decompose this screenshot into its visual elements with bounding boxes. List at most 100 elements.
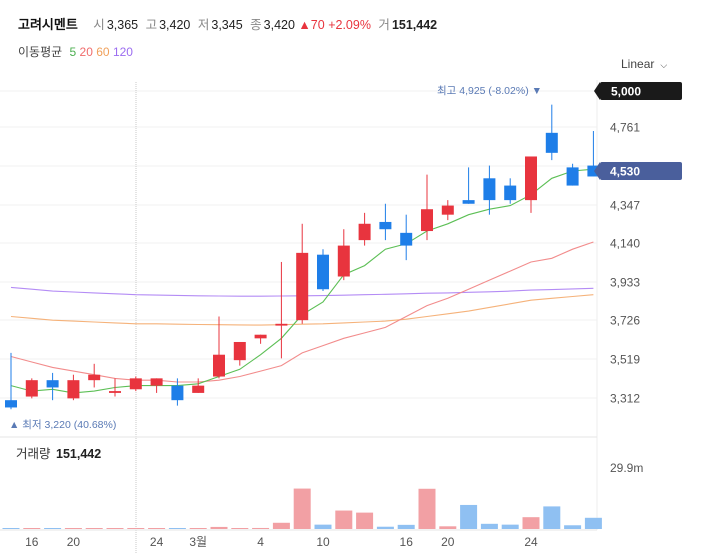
x-tick-label: 3월 — [189, 535, 207, 549]
volume-bar — [23, 528, 41, 529]
candle-body — [254, 334, 267, 339]
volume-bar — [252, 527, 270, 529]
volume-bar — [210, 526, 228, 529]
candle-body — [109, 391, 121, 393]
candle-body — [171, 385, 184, 401]
candle — [483, 165, 496, 215]
candle — [337, 229, 350, 281]
scale-mode-label: Linear — [621, 57, 655, 71]
volume-bar — [148, 528, 166, 529]
ma-legend-120[interactable]: 120 — [112, 45, 133, 59]
candle-body — [150, 378, 163, 386]
candle — [171, 378, 184, 406]
volume-bar — [418, 488, 436, 529]
ma-legend-5[interactable]: 5 — [69, 45, 77, 59]
open-value: 3,365 — [106, 18, 139, 32]
volume-bar — [85, 528, 103, 529]
volume-bar — [564, 525, 582, 529]
x-tick-label: 10 — [316, 535, 330, 549]
ma-legend-title: 이동평균 — [18, 45, 63, 59]
candle — [358, 212, 371, 246]
candle — [400, 214, 413, 261]
candle — [317, 249, 329, 292]
candle-body — [525, 156, 537, 201]
candle-body — [337, 245, 350, 277]
candle-body — [192, 385, 205, 393]
candle — [587, 131, 600, 177]
candle-body — [46, 380, 59, 388]
volume-bar — [168, 528, 186, 529]
candle — [88, 363, 101, 388]
high-annotation: 최고 4,925 (-8.02%) ▼ — [437, 85, 542, 97]
x-tick-label: 16 — [25, 535, 39, 549]
ma-legend-20[interactable]: 20 — [79, 45, 93, 59]
candle-body — [129, 378, 142, 390]
volume-panel-value: 151,442 — [56, 447, 101, 461]
candle — [296, 223, 309, 324]
price-tick-label: 3,726 — [610, 314, 640, 328]
candle-body — [566, 167, 579, 186]
volume-bar — [584, 517, 602, 529]
candle-body — [358, 223, 371, 241]
candle-body — [275, 323, 288, 326]
price-tick-label: 3,933 — [610, 276, 640, 290]
current-price-label: 4,530 — [610, 165, 640, 179]
change-percent: +2.09% — [328, 18, 371, 32]
volume-bar — [397, 524, 415, 529]
chevron-down-icon: ⌵ — [660, 60, 668, 70]
candle — [25, 378, 38, 399]
candle-body — [441, 205, 454, 215]
volume-panel-label: 거래량 — [16, 447, 51, 461]
volume-bar — [480, 523, 498, 529]
x-tick-label: 24 — [150, 535, 164, 549]
candle — [545, 104, 558, 161]
stock-header: 고려시멘트 시 3,365 고 3,420 저 3,345 종 3,420 ▲70 +2… — [18, 14, 437, 33]
candle — [504, 178, 517, 204]
volume-label: 거 — [378, 18, 390, 32]
high-label: 고 — [145, 18, 158, 32]
candle-body — [25, 380, 38, 397]
candle-body — [400, 232, 413, 246]
low-label: 저 — [197, 18, 210, 32]
price-tick-label: 5,000 — [611, 85, 641, 99]
volume-bar — [522, 517, 540, 529]
x-tick-label: 20 — [67, 535, 81, 549]
ma20-line — [10, 241, 594, 383]
top-price-tag-pointer — [594, 82, 600, 100]
top-price-tag — [600, 82, 682, 100]
volume-bar — [376, 526, 394, 529]
candle — [421, 174, 433, 241]
moving-average-legend: 이동평균 5 20 60 120 — [18, 43, 133, 60]
candle-body — [213, 354, 225, 377]
candle — [213, 316, 225, 379]
candle — [192, 378, 205, 393]
volume-bar — [127, 528, 145, 529]
high-value: 3,420 — [159, 18, 191, 32]
price-tick-label: 4,347 — [610, 199, 640, 213]
volume-bar — [439, 526, 457, 529]
close-label: 종 — [250, 18, 262, 32]
candle — [109, 378, 121, 397]
candle-body — [587, 165, 600, 177]
candle-body — [296, 252, 309, 321]
change-value: 70 — [310, 18, 325, 32]
close-value: 3,420 — [263, 18, 295, 32]
candle — [441, 200, 454, 221]
candle-body — [67, 380, 80, 399]
candle-body — [504, 185, 517, 201]
ma-legend-60[interactable]: 60 — [96, 45, 110, 59]
ma60-line — [10, 294, 594, 326]
volume-axis-label: 29.9m — [610, 461, 643, 475]
candle-body — [379, 221, 392, 230]
volume-bar — [335, 510, 353, 529]
candle-body — [421, 209, 433, 232]
x-tick-label: 24 — [524, 535, 538, 549]
volume-bar — [356, 512, 374, 529]
candle — [566, 163, 579, 186]
scale-mode-dropdown[interactable]: Linear ⌵ — [621, 57, 667, 71]
volume-bar — [501, 524, 519, 529]
candle — [150, 378, 163, 393]
candle — [67, 374, 80, 401]
candle — [525, 156, 537, 213]
